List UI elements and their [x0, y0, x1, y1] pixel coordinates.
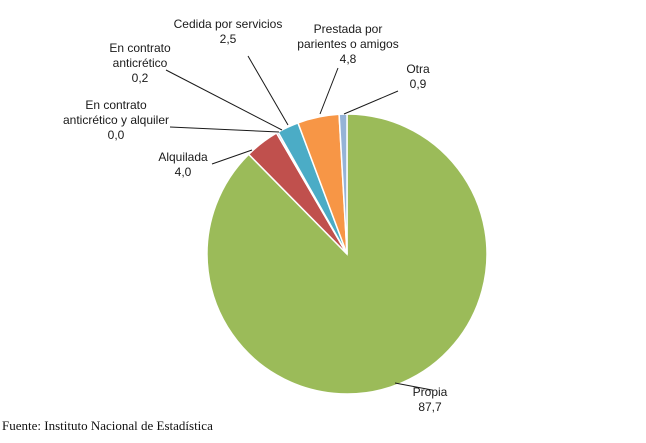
- leader-line: [247, 55, 289, 126]
- slice-category-label: Prestada por: [314, 22, 383, 36]
- slice-value-label: 87,7: [418, 400, 442, 414]
- slice-category-label: anticrético y alquiler: [63, 113, 169, 127]
- leader-line: [169, 126, 280, 133]
- slice-category-label: anticrético: [113, 56, 168, 70]
- slice-value-label: 2,5: [220, 32, 237, 46]
- leader-line: [319, 67, 339, 115]
- source-note: Fuente: Instituto Nacional de Estadístic…: [2, 418, 213, 433]
- slice-value-label: 0,9: [410, 77, 427, 91]
- slice-category-label: Otra: [406, 62, 430, 76]
- slice-category-label: En contrato: [109, 41, 171, 55]
- leader-line: [165, 69, 283, 131]
- slice-value-label: 4,8: [340, 52, 357, 66]
- pie-slice: [338, 113, 348, 255]
- leader-line: [211, 149, 253, 165]
- leader-line: [343, 90, 399, 115]
- slice-category-label: En contrato: [85, 98, 147, 112]
- slice-value-label: 4,0: [175, 165, 192, 179]
- slice-value-label: 0,0: [108, 128, 125, 142]
- slice-category-label: Cedida por servicios: [174, 17, 283, 31]
- leader-line: [394, 382, 433, 391]
- slice-category-label: parientes o amigos: [297, 37, 398, 51]
- slice-category-label: Propia: [413, 385, 448, 399]
- slice-value-label: 0,2: [132, 71, 149, 85]
- slice-category-label: Alquilada: [158, 150, 208, 164]
